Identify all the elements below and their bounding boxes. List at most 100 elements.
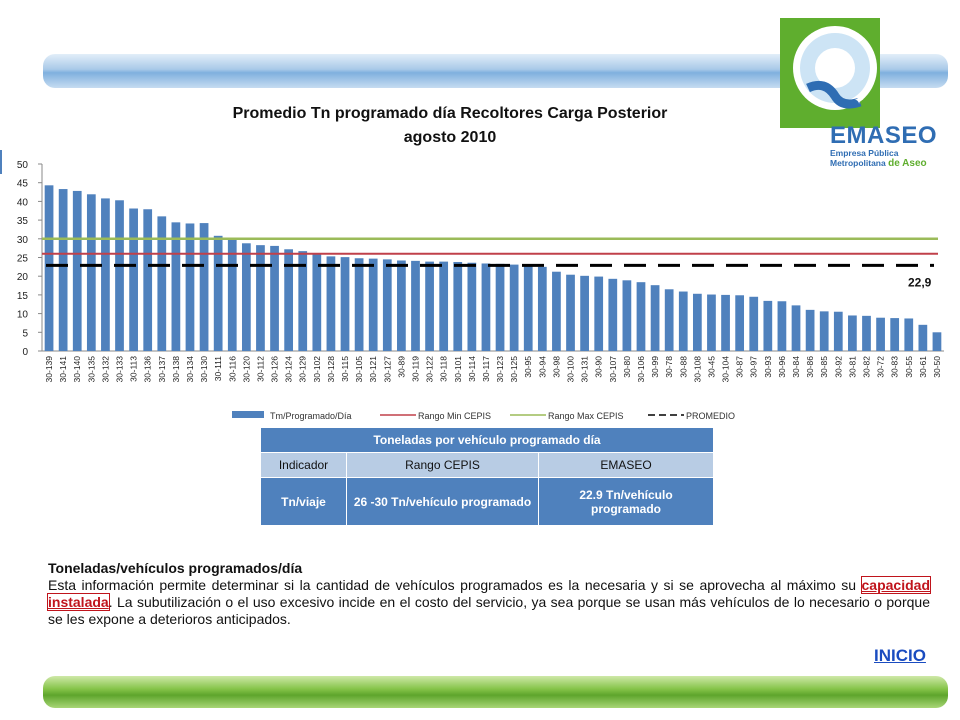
x-tick-label: 30-92 (833, 356, 843, 378)
bar (819, 311, 829, 351)
bar (904, 318, 914, 351)
description-title: Toneladas/vehículos programados/día (48, 560, 303, 576)
x-tick-label: 30-99 (650, 356, 660, 378)
bar (791, 305, 801, 351)
bar (241, 243, 251, 351)
y-tick-label: 20 (17, 272, 29, 283)
chart-title: Promedio Tn programado día Recoltores Ca… (232, 105, 668, 122)
x-tick-label: 30-50 (932, 356, 942, 378)
bar (594, 276, 604, 351)
description-text-before: Esta información permite determinar si l… (48, 577, 862, 593)
bar (227, 238, 237, 351)
x-tick-label: 30-133 (115, 356, 125, 383)
bar (157, 216, 167, 351)
x-tick-label: 30-96 (777, 356, 787, 378)
bar (129, 208, 138, 351)
bar (171, 222, 181, 351)
legend-item-rango-max-text: Rango Max CEPIS (548, 411, 624, 421)
bar-chart: 0 5 10 15 20 25 30 35 40 45 50 30-139 30-141 30-140 30… (17, 160, 944, 421)
description-text-after: . La subutilización o el uso excesivo in… (48, 594, 930, 627)
logo-center (815, 48, 855, 88)
bar (284, 249, 294, 351)
x-tick-label: 30-139 (44, 356, 54, 383)
bar (58, 189, 68, 351)
bar (298, 251, 308, 351)
inicio-link[interactable]: INICIO (874, 646, 926, 665)
x-tick-label: 30-72 (876, 356, 886, 378)
logo-name: EMASEO (830, 122, 938, 149)
bar (622, 280, 632, 351)
bar (707, 294, 716, 351)
x-tick-label: 30-117 (481, 356, 491, 382)
bar (608, 278, 618, 351)
bar (650, 285, 660, 351)
table-title: Toneladas por vehículo programado día (260, 427, 714, 453)
bar (890, 318, 900, 351)
x-tick-label: 30-102 (312, 356, 322, 383)
x-tick-label: 30-97 (749, 356, 759, 378)
legend-item-tm-programado-text: Tm/Programado/Día (270, 411, 352, 421)
y-tick-label: 35 (17, 216, 29, 227)
x-tick-label: 30-80 (622, 356, 632, 378)
bar (270, 245, 279, 351)
x-tick-label: 30-128 (326, 356, 336, 383)
x-tick-label: 30-130 (199, 356, 209, 383)
bar (467, 262, 477, 351)
x-tick-label: 30-86 (805, 356, 815, 378)
y-tick-label: 5 (22, 328, 28, 339)
description-block: Toneladas/vehículos programados/día Esta… (47, 560, 931, 628)
x-tick-label: 30-87 (735, 356, 745, 378)
x-tick-label: 30-136 (143, 356, 153, 383)
emaseo-logo: ✦ (780, 18, 880, 128)
x-tick-label: 30-118 (439, 356, 449, 382)
x-tick-label: 30-132 (100, 356, 110, 383)
bar (848, 315, 857, 351)
logo-swoosh (806, 80, 862, 109)
bar (354, 258, 364, 351)
x-tick-label: 30-85 (819, 356, 829, 378)
y-tick-label: 0 (22, 347, 28, 358)
y-tick-label: 25 (17, 254, 29, 265)
bar (397, 260, 406, 351)
bar (749, 296, 759, 351)
x-tick-label: 30-126 (270, 356, 280, 383)
y-tick-label: 10 (17, 310, 29, 321)
bar (439, 261, 449, 351)
x-tick-label: 30-82 (861, 356, 871, 378)
bar (805, 309, 815, 351)
x-tick-label: 30-61 (918, 356, 928, 378)
bar (552, 271, 561, 351)
bar (678, 291, 688, 351)
bar (411, 260, 420, 351)
x-tick-label: 30-88 (678, 356, 688, 378)
logo-line2: Metropolitana de Aseo (830, 158, 950, 169)
table-cell-indicador: Tn/viaje (260, 477, 347, 526)
bar (101, 198, 110, 351)
bar (918, 324, 928, 351)
y-tick-label: 45 (17, 179, 29, 190)
bar (185, 223, 195, 351)
logo-text-block: EMASEO Empresa Pública Metropolitana de … (830, 124, 950, 169)
legend-item-rango-min-text: Rango Min CEPIS (418, 411, 491, 421)
bar (777, 301, 787, 351)
x-tick-label: 30-112 (255, 356, 265, 382)
bar (862, 315, 871, 351)
x-tick-label: 30-108 (692, 356, 702, 383)
x-tick-label: 30-138 (171, 356, 181, 383)
bar (326, 256, 336, 351)
bottom-decorative-band (43, 676, 948, 708)
bar (481, 263, 491, 351)
bar (537, 266, 547, 351)
bar (312, 254, 322, 351)
bar (636, 282, 646, 351)
capacidad-instalada-link[interactable]: capacidad instalada (47, 576, 931, 611)
chart-title-block: Promedio Tn programado día Recoltores Ca… (200, 102, 700, 150)
bar (763, 300, 773, 351)
x-tick-label: 30-100 (566, 356, 576, 383)
x-tick-label: 30-107 (608, 356, 618, 383)
bar (115, 200, 124, 351)
promedio-value-label: 22,9 (908, 275, 932, 289)
x-tick-label: 30-120 (241, 356, 251, 383)
table-header-indicador: Indicador (260, 452, 347, 478)
x-tick-label: 30-81 (847, 356, 857, 378)
